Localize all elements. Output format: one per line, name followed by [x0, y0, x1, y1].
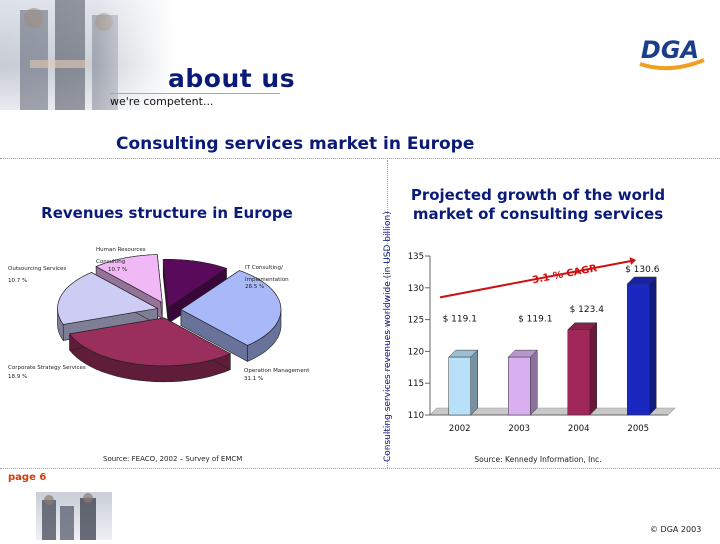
- y-tick-label: 125: [408, 316, 424, 326]
- x-tick-label: 2003: [508, 424, 530, 434]
- y-tick-label: 135: [408, 252, 424, 262]
- cagr-arrow: [439, 260, 631, 299]
- page-title: about us: [168, 64, 296, 93]
- header-photo: [0, 0, 175, 110]
- pie-slice-label: Outsourcing Services: [8, 266, 66, 272]
- bar-value-label: $ 130.6: [625, 265, 660, 275]
- bar-side: [530, 349, 538, 416]
- pie-slice-label: Consulting: [96, 259, 125, 265]
- title-rule: [110, 93, 280, 94]
- pie-slice-label: Implementation: [245, 277, 289, 283]
- pie-slice-value-label: 31.1 %: [244, 376, 263, 382]
- bar-source: Source: Kennedy Information, Inc.: [474, 455, 601, 464]
- footer-photo: [36, 492, 112, 540]
- pie-slice: [162, 259, 228, 309]
- pie-slice: [95, 254, 163, 304]
- bar: [567, 329, 590, 416]
- bar-side: [470, 349, 478, 416]
- pie-slice: [57, 272, 159, 325]
- pie-slice-label: Human Resources: [96, 247, 146, 253]
- dga-logo: DGA: [630, 30, 710, 74]
- section-divider: [0, 158, 720, 159]
- growth-bar-chart: Consulting services revenues worldwide (…: [383, 186, 676, 464]
- x-tick-label: 2005: [627, 424, 649, 434]
- x-tick-label: 2002: [449, 424, 471, 434]
- pie-slice-label: IT Consulting/: [245, 265, 283, 271]
- bar-ylabel: Consulting services revenues worldwide (…: [383, 211, 393, 462]
- bar: [627, 283, 650, 416]
- logo-text: DGA: [641, 36, 699, 64]
- y-tick-label: 120: [408, 347, 424, 357]
- revenues-pie-chart: Revenues structure in Europe Human Resou…: [8, 204, 310, 463]
- bar: [508, 356, 531, 416]
- bar-title-line-2: market of consulting services: [413, 205, 663, 223]
- pie-slice: [68, 317, 232, 367]
- bar-value-label: $ 123.4: [570, 305, 605, 315]
- pie-slice-value-label: 28.5 %: [245, 284, 264, 290]
- pie-slice-label: Corporate Strategy Services: [8, 365, 86, 371]
- bar: [448, 356, 471, 416]
- bar-value-label: $ 119.1: [443, 315, 477, 325]
- handshake-image: [42, 493, 96, 540]
- page-subtitle: we're competent...: [110, 95, 214, 108]
- pie-slice-label: Operation Management: [244, 368, 310, 374]
- y-tick-label: 130: [408, 284, 424, 294]
- panel-divider: [387, 160, 388, 468]
- section-title: Consulting services market in Europe: [116, 134, 475, 154]
- bar-title-line-1: Projected growth of the world: [411, 186, 665, 204]
- pie-title: Revenues structure in Europe: [41, 204, 293, 222]
- pie-source: Source: FEACO, 2002 – Survey of EMCM: [103, 455, 242, 463]
- pie-slice-value-label: 18.9 %: [8, 374, 27, 380]
- pie-slice-value-label: 10.7 %: [8, 278, 27, 284]
- bar-side: [589, 322, 597, 416]
- footer-divider: [0, 468, 720, 469]
- y-tick-label: 110: [408, 411, 424, 421]
- cagr-arrow-head: [629, 257, 637, 266]
- copyright: © DGA 2003: [650, 525, 702, 534]
- bar-side: [649, 276, 657, 416]
- cagr-annotation: 3.1 % CAGR: [531, 263, 598, 286]
- x-tick-label: 2004: [568, 424, 590, 434]
- y-tick-label: 115: [408, 379, 424, 389]
- pie-slice: [180, 270, 282, 346]
- page-number: page 6: [8, 472, 47, 483]
- bar-value-label: $ 119.1: [518, 315, 552, 325]
- pie-slice-value-label: 10.7 %: [108, 267, 127, 273]
